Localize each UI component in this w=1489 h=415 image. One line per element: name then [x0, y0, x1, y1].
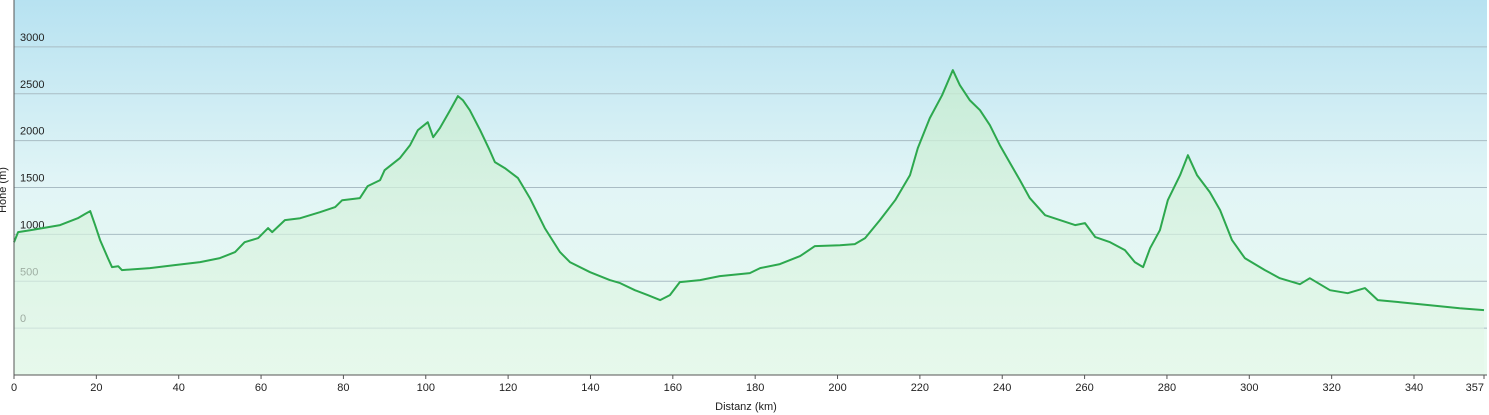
y-tick-label: 1500 — [20, 173, 44, 185]
x-tick-label: 320 — [1322, 382, 1340, 394]
x-tick-label: 180 — [746, 382, 764, 394]
x-axis-label: Distanz (km) — [715, 401, 777, 413]
x-tick-label: 140 — [581, 382, 599, 394]
y-axis-label: Höhe (m) — [0, 167, 9, 213]
x-tick-label: 60 — [255, 382, 267, 394]
x-tick-label: 40 — [173, 382, 185, 394]
x-tick-label: 200 — [828, 382, 846, 394]
area-fill — [14, 70, 1484, 375]
x-tick-label: 280 — [1158, 382, 1176, 394]
elevation-line — [13, 69, 1485, 312]
x-tick-label: 100 — [417, 382, 435, 394]
y-tick-label: 3000 — [20, 32, 44, 44]
x-tick-label: 220 — [911, 382, 929, 394]
x-tick-label: 240 — [993, 382, 1011, 394]
x-tick-label: 0 — [11, 382, 17, 394]
x-tick-label: 80 — [337, 382, 349, 394]
x-tick-label: 300 — [1240, 382, 1258, 394]
x-tick-label: 357 — [1466, 382, 1484, 394]
x-tick-label: 20 — [90, 382, 102, 394]
x-tick-label: 160 — [664, 382, 682, 394]
x-tick-label: 260 — [1075, 382, 1093, 394]
y-tick-label: 2000 — [20, 126, 44, 138]
x-tick-label: 120 — [499, 382, 517, 394]
x-tick-label: 340 — [1405, 382, 1423, 394]
y-tick-label: 2500 — [20, 79, 44, 91]
